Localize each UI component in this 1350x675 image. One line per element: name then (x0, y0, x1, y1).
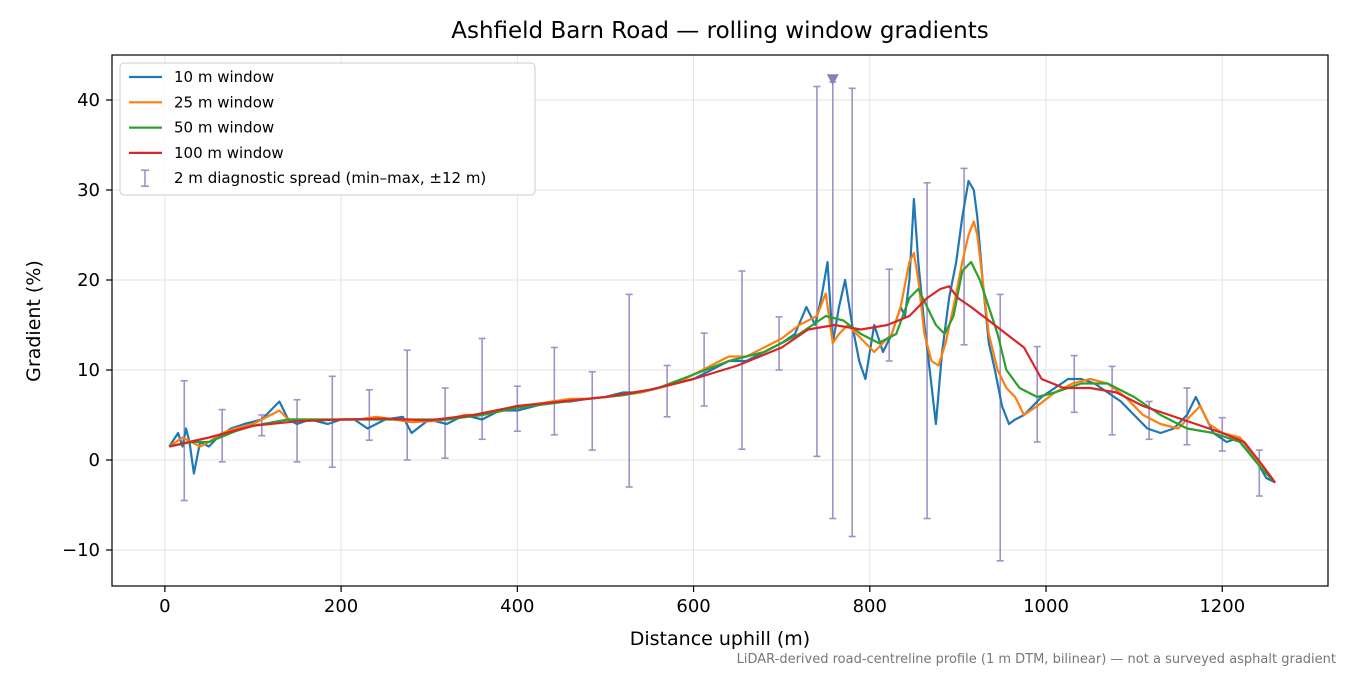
legend-label: 25 m window (174, 93, 274, 111)
legend-label: 2 m diagnostic spread (min–max, ±12 m) (174, 169, 486, 187)
y-tick-label: 30 (77, 180, 100, 201)
clipped-marker (826, 74, 839, 86)
y-tick-label: 40 (77, 90, 100, 111)
x-tick-label: 400 (500, 596, 534, 617)
y-tick-label: 10 (77, 360, 100, 381)
error-bars (180, 74, 1263, 562)
legend: 10 m window 25 m window 50 m window 100 m w… (119, 62, 536, 196)
footnote: LiDAR-derived road-centreline profile (1… (736, 652, 1336, 667)
x-axis-label: Distance uphill (m) (629, 628, 811, 650)
x-tick-label: 200 (324, 596, 358, 617)
legend-label: 100 m window (174, 144, 284, 162)
x-tick-label: 600 (676, 596, 710, 617)
x-tick-label: 800 (853, 596, 887, 617)
plot-frame (111, 54, 1329, 587)
axis-ticks: 0 200 400 600 800 1000 1200 −10 0 10 20 30 40 (62, 90, 1245, 617)
y-tick-label: −10 (62, 540, 100, 561)
x-tick-label: 1000 (1023, 596, 1069, 617)
y-tick-label: 20 (77, 270, 100, 291)
x-tick-label: 0 (159, 596, 170, 617)
series-line (169, 285, 1276, 484)
series-line (168, 179, 1276, 484)
chart-title: Ashfield Barn Road — rolling window grad… (451, 18, 989, 44)
series-line (168, 220, 1276, 484)
y-tick-label: 0 (89, 450, 100, 471)
x-tick-label: 1200 (1199, 596, 1245, 617)
legend-label: 50 m window (174, 119, 274, 137)
series-lines (168, 179, 1276, 484)
y-axis-label: Gradient (%) (23, 260, 45, 382)
legend-box (119, 62, 536, 196)
legend-label: 10 m window (174, 68, 274, 86)
